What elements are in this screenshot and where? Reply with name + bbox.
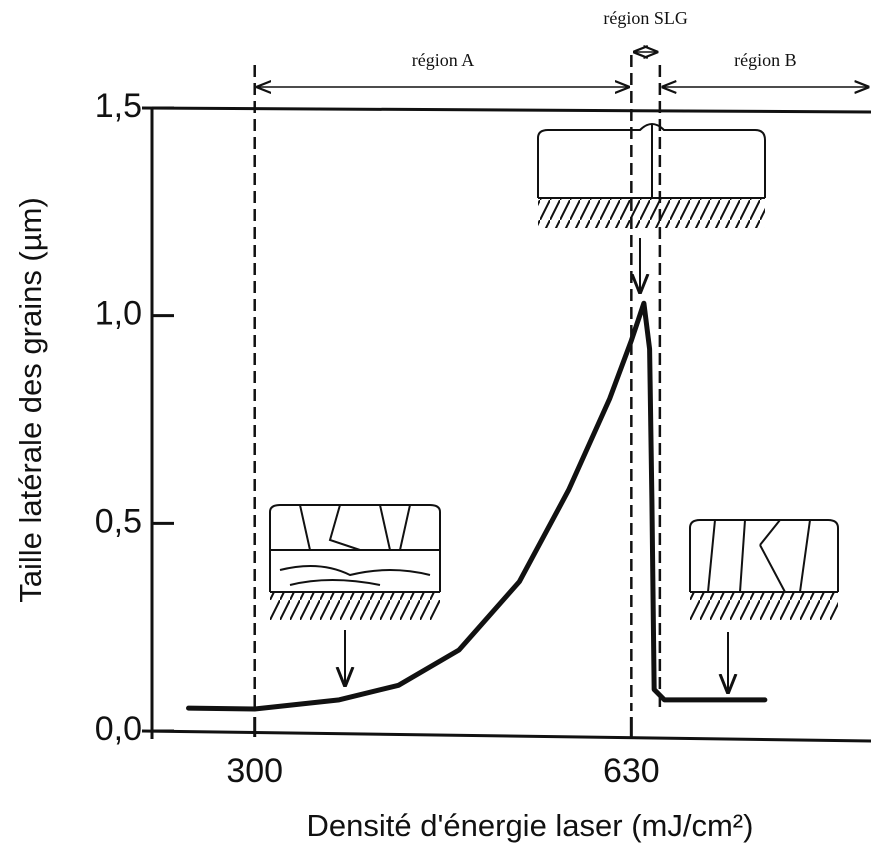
inset-left: [269, 504, 441, 685]
region-label: région SLG: [603, 8, 688, 28]
y-tick-label: 1,5: [95, 87, 142, 125]
inset-top: [537, 123, 766, 292]
x-tick-label: 630: [603, 752, 660, 790]
x-tick-label: 300: [226, 752, 283, 790]
top-frame: [141, 106, 871, 114]
region-label: région B: [734, 50, 797, 70]
x-axis: [141, 729, 871, 743]
y-tick-label: 1,0: [95, 295, 142, 333]
y-axis-label: Taille latérale des grains (µm): [13, 197, 48, 603]
inset-right: [689, 519, 839, 692]
region-label: région A: [412, 50, 475, 70]
curve: [186, 300, 768, 712]
y-tick-label: 0,0: [95, 710, 142, 748]
x-axis-label: Densité d'énergie laser (mJ/cm²): [307, 808, 754, 843]
y-tick-label: 0,5: [95, 502, 142, 540]
